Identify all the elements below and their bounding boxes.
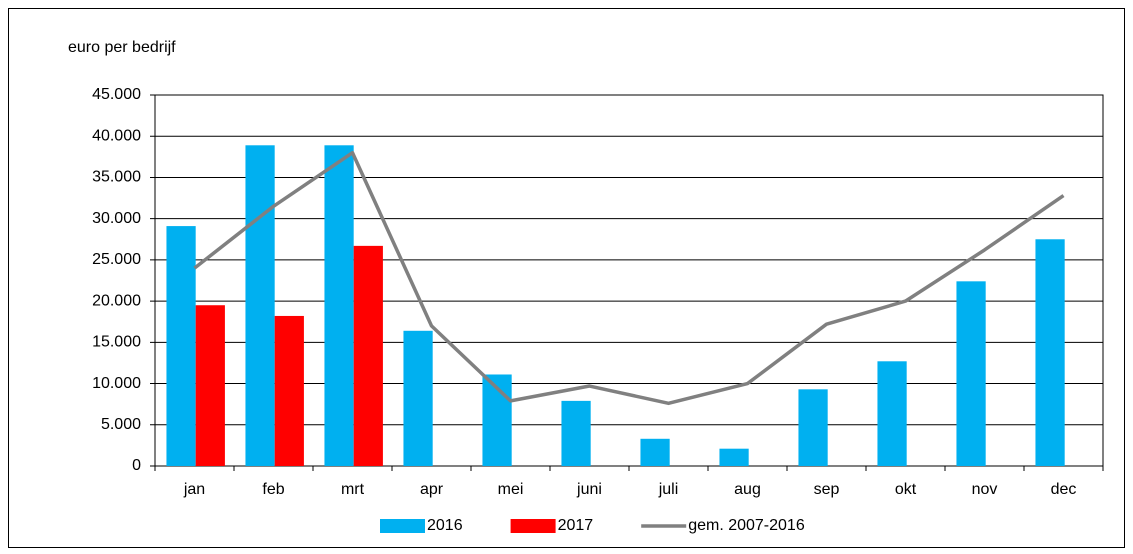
bar: [403, 330, 433, 466]
bar: [324, 145, 354, 466]
y-tick-label: 20.000: [92, 292, 141, 309]
bar: [166, 226, 196, 466]
x-tick-label: feb: [262, 481, 284, 498]
bar: [353, 245, 383, 466]
x-tick-label: mei: [498, 481, 524, 498]
bar: [274, 315, 304, 466]
x-tick-label: okt: [895, 481, 917, 498]
x-tick-label: nov: [972, 481, 998, 498]
y-tick-label: 40.000: [92, 127, 141, 144]
bar: [640, 438, 670, 466]
legend-label: gem. 2007-2016: [688, 517, 805, 534]
bar: [195, 305, 225, 466]
y-tick-label: 10.000: [92, 375, 141, 392]
y-tick-label: 35.000: [92, 169, 141, 186]
legend-swatch: [380, 519, 425, 533]
y-tick-label: 15.000: [92, 334, 141, 351]
y-tick-label: 25.000: [92, 251, 141, 268]
bar: [798, 389, 828, 466]
x-tick-label: jan: [183, 481, 205, 498]
y-axis-label: euro per bedrijf: [68, 39, 176, 56]
bar: [561, 400, 591, 466]
bar: [719, 448, 749, 466]
bar: [956, 281, 986, 466]
x-tick-label: sep: [814, 481, 840, 498]
legend-swatch: [510, 519, 556, 533]
y-tick-label: 30.000: [92, 210, 141, 227]
x-tick-label: dec: [1051, 481, 1077, 498]
bar: [877, 361, 907, 466]
line: [193, 150, 1065, 406]
y-tick-label: 5.000: [101, 416, 141, 433]
x-tick-label: aug: [734, 481, 761, 498]
y-tick-label: 45.000: [92, 86, 141, 103]
y-tick-label: 0: [132, 457, 141, 474]
x-tick-label: mrt: [341, 481, 365, 498]
x-tick-label: apr: [420, 481, 444, 498]
bar: [245, 145, 275, 466]
x-tick-label: juni: [576, 481, 602, 498]
x-tick-label: juli: [658, 481, 679, 498]
legend-label: 2017: [558, 517, 594, 534]
legend-label: 2016: [427, 517, 463, 534]
bar: [1035, 239, 1065, 466]
